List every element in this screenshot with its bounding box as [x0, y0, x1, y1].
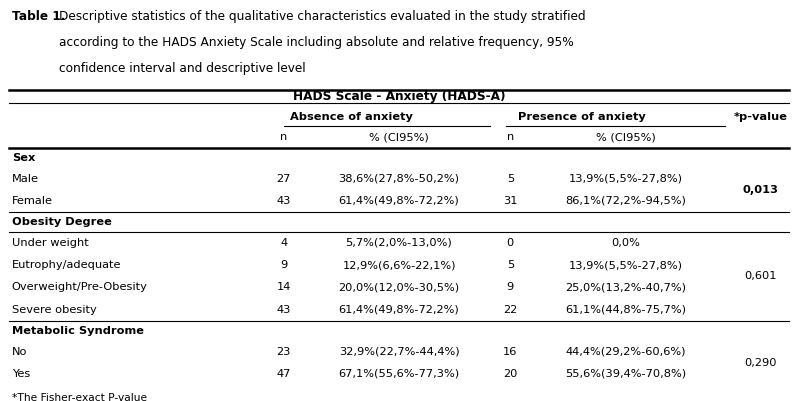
Text: 20,0%(12,0%-30,5%): 20,0%(12,0%-30,5%)	[338, 282, 460, 292]
Text: n: n	[507, 132, 514, 142]
Text: 5: 5	[507, 174, 514, 184]
Text: 47: 47	[276, 369, 291, 379]
Text: *The Fisher-exact P-value: *The Fisher-exact P-value	[12, 393, 147, 401]
Text: Eutrophy/adequate: Eutrophy/adequate	[12, 260, 121, 270]
Text: Presence of anxiety: Presence of anxiety	[518, 112, 646, 122]
Text: 25,0%(13,2%-40,7%): 25,0%(13,2%-40,7%)	[565, 282, 686, 292]
Text: 0,290: 0,290	[745, 358, 777, 368]
Text: 5,7%(2,0%-13,0%): 5,7%(2,0%-13,0%)	[346, 238, 452, 248]
Text: confidence interval and descriptive level: confidence interval and descriptive leve…	[58, 62, 306, 75]
Text: 44,4%(29,2%-60,6%): 44,4%(29,2%-60,6%)	[566, 347, 686, 357]
Text: 12,9%(6,6%-22,1%): 12,9%(6,6%-22,1%)	[342, 260, 456, 270]
Text: 67,1%(55,6%-77,3%): 67,1%(55,6%-77,3%)	[338, 369, 460, 379]
Text: Descriptive statistics of the qualitative characteristics evaluated in the study: Descriptive statistics of the qualitativ…	[58, 10, 585, 22]
Text: HADS Scale - Anxiety (HADS-A): HADS Scale - Anxiety (HADS-A)	[293, 90, 505, 103]
Text: 5: 5	[507, 260, 514, 270]
Text: 9: 9	[507, 282, 514, 292]
Text: Overweight/Pre-Obesity: Overweight/Pre-Obesity	[12, 282, 148, 292]
Text: 38,6%(27,8%-50,2%): 38,6%(27,8%-50,2%)	[338, 174, 460, 184]
Text: 0,0%: 0,0%	[611, 238, 640, 248]
Text: Under weight: Under weight	[12, 238, 89, 248]
Text: 0,601: 0,601	[745, 271, 777, 282]
Text: 4: 4	[280, 238, 287, 248]
Text: Metabolic Syndrome: Metabolic Syndrome	[12, 326, 144, 336]
Text: Sex: Sex	[12, 153, 35, 163]
Text: 9: 9	[280, 260, 287, 270]
Text: 55,6%(39,4%-70,8%): 55,6%(39,4%-70,8%)	[565, 369, 686, 379]
Text: Female: Female	[12, 196, 53, 206]
Text: % (CI95%): % (CI95%)	[369, 132, 429, 142]
Text: 86,1%(72,2%-94,5%): 86,1%(72,2%-94,5%)	[565, 196, 686, 206]
Text: 14: 14	[276, 282, 291, 292]
Text: 13,9%(5,5%-27,8%): 13,9%(5,5%-27,8%)	[569, 174, 682, 184]
Text: Male: Male	[12, 174, 39, 184]
Text: *p-value: *p-value	[734, 112, 788, 122]
Text: 32,9%(22,7%-44,4%): 32,9%(22,7%-44,4%)	[338, 347, 460, 357]
Text: % (CI95%): % (CI95%)	[596, 132, 655, 142]
Text: according to the HADS Anxiety Scale including absolute and relative frequency, 9: according to the HADS Anxiety Scale incl…	[58, 36, 574, 49]
Text: Yes: Yes	[12, 369, 30, 379]
Text: 23: 23	[276, 347, 291, 357]
Text: 20: 20	[504, 369, 518, 379]
Text: 13,9%(5,5%-27,8%): 13,9%(5,5%-27,8%)	[569, 260, 682, 270]
Text: 16: 16	[504, 347, 518, 357]
Text: 31: 31	[503, 196, 518, 206]
Text: 0,013: 0,013	[743, 185, 779, 195]
Text: No: No	[12, 347, 27, 357]
Text: 43: 43	[276, 196, 291, 206]
Text: 0: 0	[507, 238, 514, 248]
Text: Severe obesity: Severe obesity	[12, 305, 97, 315]
Text: 61,4%(49,8%-72,2%): 61,4%(49,8%-72,2%)	[338, 305, 460, 315]
Text: Table 1.: Table 1.	[12, 10, 65, 22]
Text: 61,4%(49,8%-72,2%): 61,4%(49,8%-72,2%)	[338, 196, 460, 206]
Text: Obesity Degree: Obesity Degree	[12, 217, 112, 227]
Text: n: n	[280, 132, 287, 142]
Text: 61,1%(44,8%-75,7%): 61,1%(44,8%-75,7%)	[565, 305, 686, 315]
Text: 22: 22	[504, 305, 517, 315]
Text: 27: 27	[276, 174, 291, 184]
Text: 43: 43	[276, 305, 291, 315]
Text: Absence of anxiety: Absence of anxiety	[290, 112, 413, 122]
